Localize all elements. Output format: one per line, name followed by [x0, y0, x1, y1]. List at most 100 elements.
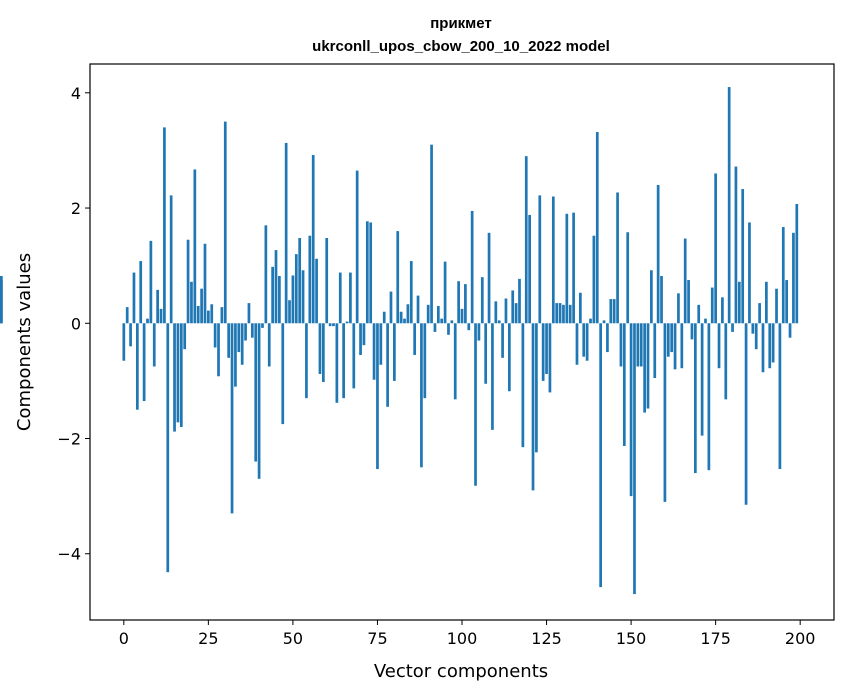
- bar: [775, 288, 778, 324]
- chart-title: прикмет: [430, 15, 492, 32]
- bar: [193, 169, 197, 324]
- bar: [267, 323, 271, 367]
- bar: [582, 323, 586, 357]
- bar: [734, 166, 738, 324]
- bar: [765, 281, 768, 324]
- bar: [579, 292, 582, 324]
- bar: [511, 290, 515, 324]
- bar: [666, 323, 670, 357]
- bar: [396, 231, 400, 324]
- x-tick-label: 175: [700, 629, 731, 648]
- bar: [173, 323, 176, 432]
- x-tick-label: 75: [367, 629, 387, 648]
- bar: [575, 323, 579, 365]
- bar: [264, 225, 268, 324]
- bar: [494, 301, 498, 324]
- x-axis-ticks: 0 25 50 75 100 125 150 175 200: [119, 620, 815, 648]
- bar: [436, 305, 440, 324]
- bar-series: [0, 87, 799, 595]
- bar: [318, 323, 322, 374]
- y-tick-label: −4: [57, 545, 81, 564]
- bar: [673, 323, 677, 370]
- bar: [301, 270, 305, 324]
- bar: [592, 235, 596, 324]
- bar: [372, 323, 376, 380]
- bar: [423, 323, 427, 399]
- bar: [200, 288, 203, 324]
- bar: [328, 323, 332, 327]
- bar: [504, 298, 508, 324]
- bar: [650, 270, 653, 324]
- bar: [271, 266, 274, 324]
- x-tick-label: 25: [198, 629, 218, 648]
- bar: [538, 195, 542, 324]
- bar: [792, 232, 795, 324]
- bar: [717, 323, 721, 369]
- bar: [514, 303, 518, 324]
- bar: [321, 323, 325, 383]
- bar: [152, 323, 156, 367]
- bar: [132, 272, 136, 324]
- bar: [416, 295, 420, 324]
- bar: [250, 323, 254, 338]
- chart-subtitle: ukrconll_upos_cbow_200_10_2022 model: [312, 38, 610, 55]
- bar: [484, 323, 488, 384]
- bar: [741, 189, 745, 324]
- bar: [183, 323, 187, 350]
- bar: [453, 323, 457, 400]
- bar: [163, 127, 166, 324]
- bar: [369, 222, 373, 324]
- bar: [227, 323, 231, 358]
- bar: [555, 303, 559, 324]
- bar: [795, 204, 799, 324]
- bar: [420, 323, 423, 468]
- bar: [308, 235, 312, 324]
- bar: [589, 318, 592, 324]
- bar: [606, 323, 609, 353]
- bar: [298, 238, 302, 324]
- bar: [619, 323, 623, 367]
- bar: [237, 323, 241, 353]
- bar: [788, 323, 792, 338]
- bar: [169, 195, 173, 324]
- bar: [568, 304, 572, 324]
- bar: [714, 173, 717, 324]
- bar: [704, 318, 707, 324]
- bar: [190, 281, 193, 324]
- bar: [781, 227, 785, 324]
- bar: [257, 323, 261, 479]
- bar: [585, 323, 589, 361]
- bar: [470, 210, 474, 324]
- bar: [491, 323, 494, 430]
- bar: [149, 240, 153, 324]
- bar: [785, 280, 789, 324]
- bar: [731, 323, 734, 332]
- bar: [751, 323, 755, 334]
- bar: [721, 297, 724, 324]
- bar: [146, 318, 149, 324]
- plot-area-frame: [89, 63, 835, 621]
- bar: [291, 275, 295, 324]
- bar: [551, 196, 555, 324]
- bar: [629, 323, 633, 497]
- bar: [663, 323, 667, 502]
- bar: [403, 318, 406, 324]
- bar: [707, 323, 711, 471]
- bar: [599, 323, 603, 588]
- bar: [595, 131, 599, 324]
- bar: [179, 323, 183, 427]
- bar: [386, 323, 389, 407]
- bar: [737, 281, 741, 324]
- bar: [680, 323, 684, 369]
- bar: [450, 320, 454, 324]
- bar: [656, 184, 660, 324]
- bar: [683, 238, 687, 324]
- bar: [602, 320, 606, 324]
- bar: [281, 323, 285, 425]
- bar: [213, 323, 217, 348]
- bar: [474, 323, 477, 486]
- bar: [261, 323, 264, 328]
- bar: [528, 214, 531, 324]
- bar: [612, 299, 616, 324]
- bar: [754, 323, 758, 350]
